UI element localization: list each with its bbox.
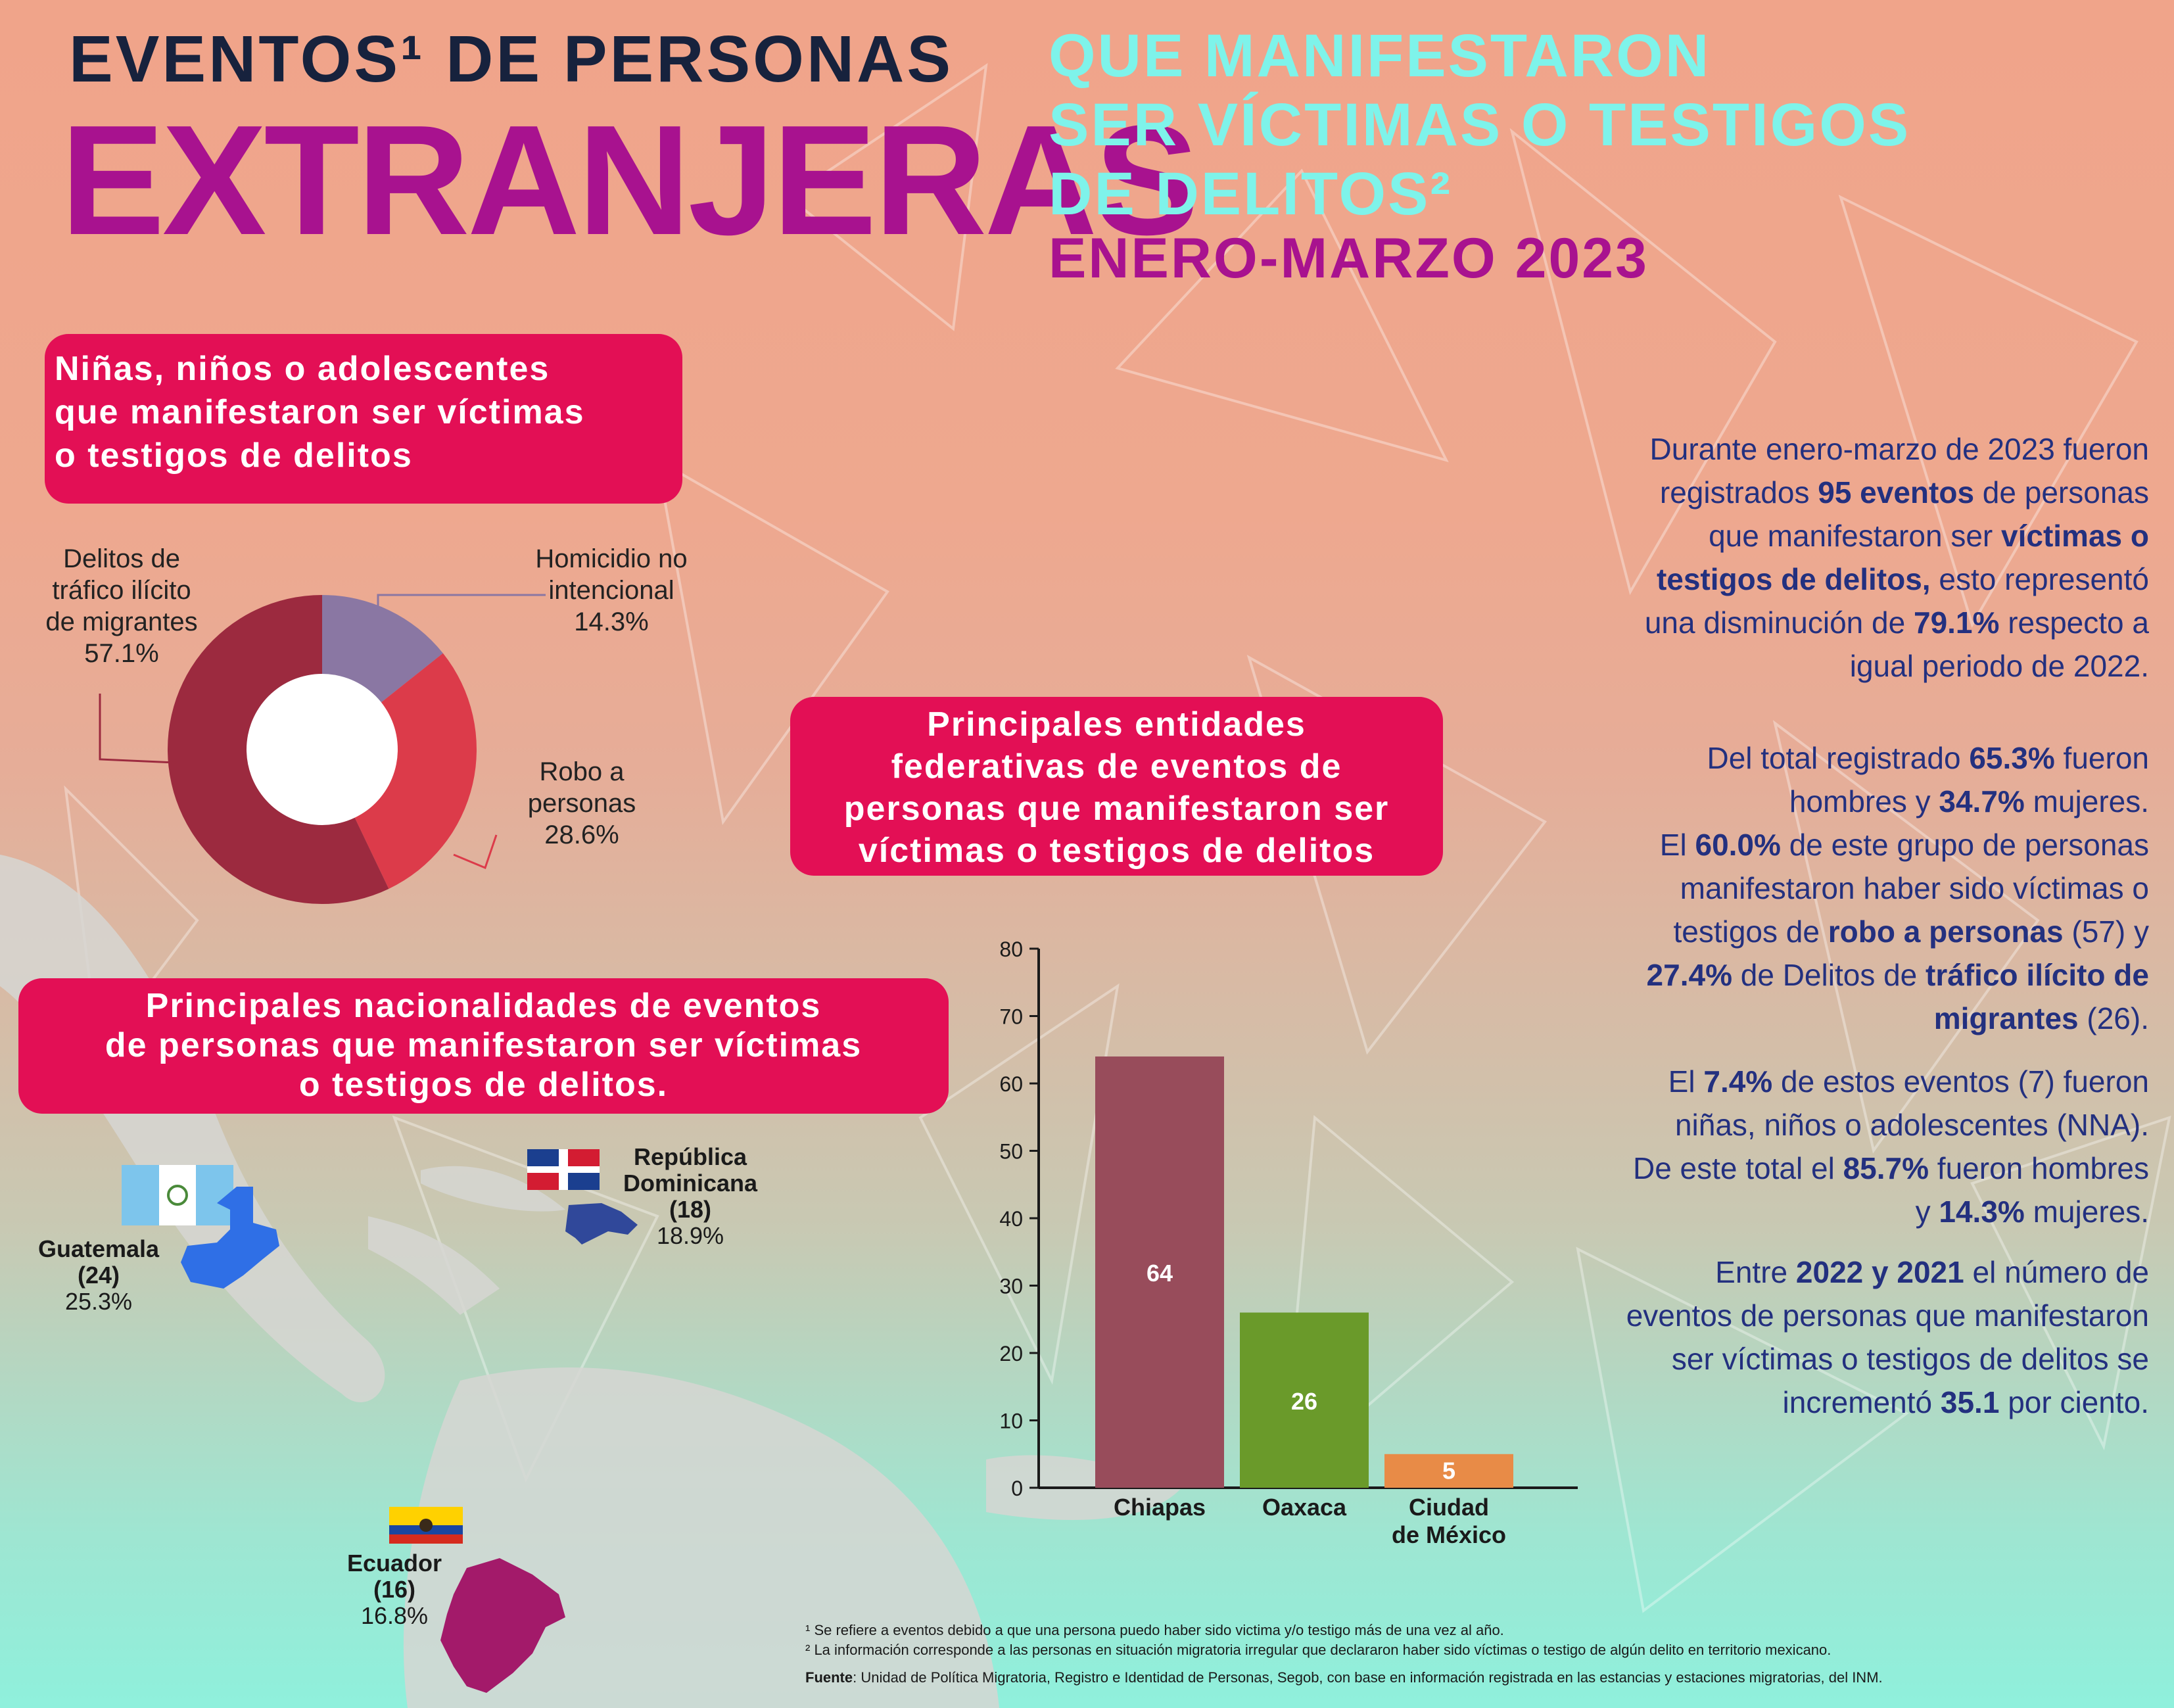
nna-heading-line-2: que manifestaron ser víctimas xyxy=(55,393,585,431)
nationality-heading-line-3: o testigos de delitos. xyxy=(298,1066,669,1104)
bar-chart: 0 10 20 30 40 50 60 70 80 64 Chiapas 26 Oaxaca 5 Ciud… xyxy=(999,937,1578,1548)
dominicana-label: República Dominicana (18) 18.9% xyxy=(623,1143,758,1249)
bar-category-label: de México xyxy=(1392,1521,1506,1548)
nationality-heading-line-1: Principales nacionalidades de eventos xyxy=(145,987,822,1025)
title-line-2: EXTRANJERAS xyxy=(60,93,1199,268)
donut-chart xyxy=(168,595,477,904)
bar-value-label: 64 xyxy=(1146,1260,1173,1287)
y-tick-label: 70 xyxy=(999,1005,1023,1029)
guatemala-map-icon xyxy=(181,1187,279,1289)
bar-1 xyxy=(1240,1312,1369,1488)
paragraph-4: Entre 2022 y 2021 el número de eventos d… xyxy=(1626,1255,2149,1419)
nationality-heading-line-2: de personas que manifestaron ser víctima… xyxy=(105,1026,863,1064)
nna-heading-line-1: Niñas, niños o adolescentes xyxy=(55,350,550,388)
bar-category-label: Oaxaca xyxy=(1262,1494,1347,1521)
y-tick-label: 10 xyxy=(999,1410,1023,1433)
entities-heading-line-3: personas que manifestaron ser xyxy=(843,790,1390,828)
nna-heading-box: Niñas, niños o adolescentes que manifest… xyxy=(45,334,682,504)
entities-heading-line-1: Principales entidades xyxy=(927,705,1306,744)
nna-heading-line-3: o testigos de delitos xyxy=(55,437,413,475)
y-tick-label: 40 xyxy=(999,1207,1023,1231)
dominicana-map-icon xyxy=(565,1203,638,1245)
pie-label-trafico: Delitos de tráfico ilícito de migrantes … xyxy=(45,544,198,668)
pie-label-robo: Robo a personas 28.6% xyxy=(527,757,636,849)
source-note: Fuente: Unidad de Política Migratoria, R… xyxy=(805,1669,1883,1686)
bar-value-label: 5 xyxy=(1442,1457,1455,1484)
bar-category-label: Ciudad xyxy=(1409,1494,1489,1521)
ecuador-map-icon xyxy=(440,1558,565,1693)
paragraph-2: Del total registrado 65.3% fueron hombre… xyxy=(1646,741,2149,1035)
bar-axes: 0 10 20 30 40 50 60 70 80 xyxy=(999,937,1578,1500)
entities-heading-line-2: federativas de eventos de xyxy=(891,747,1342,786)
title-line-3: QUE MANIFESTARON xyxy=(1049,22,1711,89)
title-period: ENERO-MARZO 2023 xyxy=(1049,227,1649,290)
y-tick-label: 0 xyxy=(1011,1477,1023,1500)
nationality-heading-box: Principales nacionalidades de eventos de… xyxy=(18,978,949,1114)
title-line-1: EVENTOS¹ DE PERSONAS xyxy=(69,22,954,96)
footnote-2: ² La información corresponde a las perso… xyxy=(805,1642,1831,1658)
donut-slice-2 xyxy=(322,653,477,890)
y-tick-label: 60 xyxy=(999,1072,1023,1096)
entities-heading-box: Principales entidades federativas de eve… xyxy=(790,697,1443,876)
bar-0 xyxy=(1095,1056,1224,1488)
title-line-5: DE DELITOS² xyxy=(1049,160,1453,227)
paragraph-1: Durante enero-marzo de 2023 fueron regis… xyxy=(1644,432,2149,683)
donut-hole xyxy=(247,674,398,825)
title-line-4: SER VÍCTIMAS O TESTIGOS xyxy=(1049,91,1911,158)
guatemala-label: Guatemala (24) 25.3% xyxy=(37,1235,160,1315)
paragraph-3: El 7.4% de estos eventos (7) fueron niña… xyxy=(1632,1064,2149,1229)
y-tick-label: 50 xyxy=(999,1140,1023,1164)
ecuador-flag-icon xyxy=(389,1507,463,1544)
ecuador-label: Ecuador (16) 16.8% xyxy=(346,1550,442,1629)
y-tick-label: 80 xyxy=(999,937,1023,961)
entities-heading-line-4: víctimas o testigos de delitos xyxy=(858,832,1375,870)
footnote-1: ¹ Se refiere a eventos debido a que una … xyxy=(805,1622,1504,1638)
y-tick-label: 20 xyxy=(999,1342,1023,1365)
dominicana-flag-icon xyxy=(527,1149,600,1190)
bar-value-label: 26 xyxy=(1291,1388,1317,1415)
pie-label-homicidio: Homicidio no intencional 14.3% xyxy=(535,544,688,636)
bar-category-label: Chiapas xyxy=(1114,1494,1206,1521)
y-tick-label: 30 xyxy=(999,1275,1023,1298)
bar-2 xyxy=(1384,1454,1513,1488)
